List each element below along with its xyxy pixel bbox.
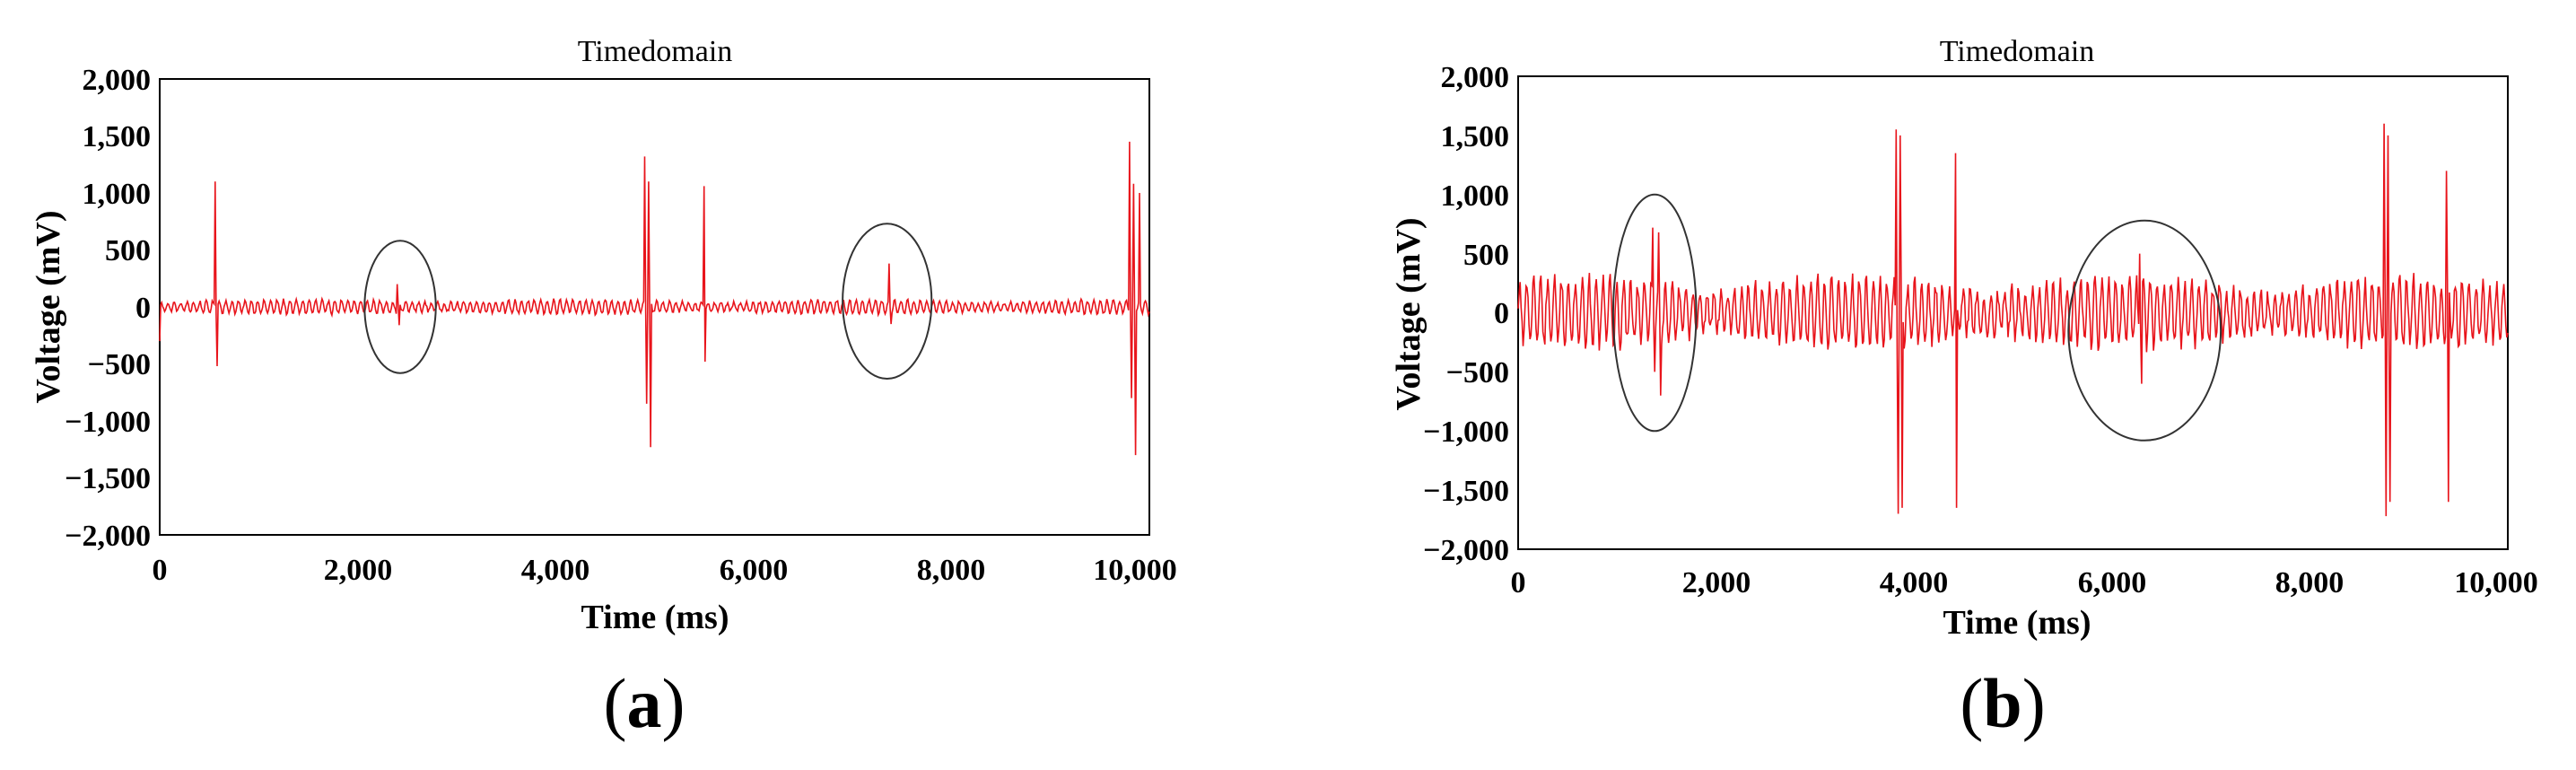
y-tick-label: 0 <box>1494 297 1509 330</box>
highlight-ellipses <box>363 223 933 381</box>
x-tick-label: 4,000 <box>521 554 590 587</box>
x-tick-label: 0 <box>153 554 168 587</box>
x-tick-label: 4,000 <box>1880 566 1949 599</box>
y-tick-label: 500 <box>1463 239 1509 272</box>
highlight-ellipse <box>1611 193 1698 433</box>
voltage-trace-line <box>1517 123 2509 517</box>
y-tick-label: 1,000 <box>83 178 152 211</box>
y-tick-label: −1,000 <box>65 406 151 439</box>
y-tick-label: 1,500 <box>1441 120 1510 153</box>
signal-series <box>1517 123 2509 517</box>
x-tick-labels: 0 2,000 4,000 6,000 8,000 10,000 <box>1511 566 2538 599</box>
panel-letter: b <box>1983 664 2022 742</box>
chart-title: Timedomain <box>578 35 733 68</box>
x-tick-label: 6,000 <box>2078 566 2147 599</box>
chart-title: Timedomain <box>1940 35 2095 68</box>
y-tick-label: 2,000 <box>1441 61 1510 94</box>
y-tick-label: 1,000 <box>1441 179 1510 213</box>
x-axis-label: Time (ms) <box>1943 604 2091 642</box>
signal-series <box>159 141 1150 456</box>
y-tick-label: −1,500 <box>65 462 151 495</box>
x-tick-label: 8,000 <box>917 554 986 587</box>
y-tick-label: 1,500 <box>83 120 152 153</box>
panel-label-a: (a) <box>604 664 685 742</box>
y-tick-label: −1,500 <box>1423 475 1509 508</box>
x-tick-labels: 0 2,000 4,000 6,000 8,000 10,000 <box>153 554 1177 587</box>
y-tick-label: 0 <box>135 292 151 325</box>
y-tick-label: −500 <box>1446 356 1509 389</box>
y-tick-labels: 2,000 1,500 1,000 500 0 −500 −1,000 −1,5… <box>1423 61 1509 567</box>
plot-frame <box>1517 75 2509 550</box>
x-tick-label: 8,000 <box>2275 566 2345 599</box>
x-axis-label: Time (ms) <box>581 599 729 636</box>
panel-label-b: (b) <box>1960 664 2045 742</box>
x-tick-label: 2,000 <box>324 554 393 587</box>
highlight-ellipses <box>1611 193 2222 442</box>
highlight-ellipse <box>842 223 933 381</box>
x-tick-label: 10,000 <box>1093 554 1177 587</box>
y-tick-label: −2,000 <box>65 520 151 553</box>
x-tick-label: 6,000 <box>720 554 789 587</box>
y-tick-label: −500 <box>88 348 151 381</box>
y-tick-label: −2,000 <box>1423 534 1509 567</box>
y-axis-label: Voltage (mV) <box>1390 218 1428 411</box>
panel-a-chart: Timedomain 2,000 1,500 1,000 500 0 −500 … <box>30 35 1177 742</box>
y-tick-label: −1,000 <box>1423 416 1509 449</box>
panel-letter: a <box>627 664 662 742</box>
highlight-ellipse <box>2067 219 2222 442</box>
x-tick-label: 10,000 <box>2454 566 2538 599</box>
panel-b-chart: Timedomain 2,000 1,500 1,000 500 0 −500 … <box>1390 35 2538 742</box>
x-tick-label: 0 <box>1511 566 1526 599</box>
highlight-ellipse <box>363 240 437 374</box>
y-tick-label: 500 <box>105 234 151 267</box>
voltage-trace-line <box>159 141 1150 456</box>
x-tick-label: 2,000 <box>1682 566 1751 599</box>
y-tick-labels: 2,000 1,500 1,000 500 0 −500 −1,000 −1,5… <box>65 64 151 553</box>
plot-frame <box>159 78 1150 536</box>
y-axis-label: Voltage (mV) <box>30 211 67 404</box>
y-tick-label: 2,000 <box>83 64 152 97</box>
